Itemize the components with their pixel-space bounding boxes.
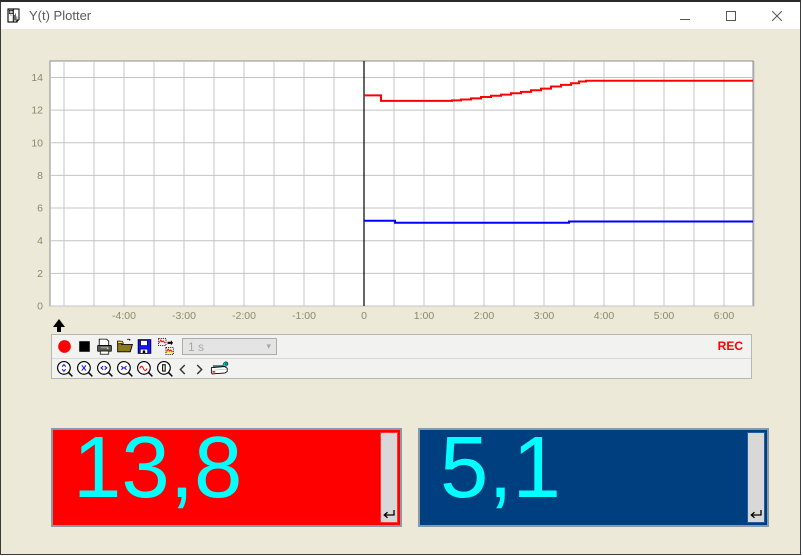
svg-text:-4:00: -4:00 (112, 310, 136, 322)
svg-text:5:00: 5:00 (654, 310, 675, 322)
svg-text:12: 12 (31, 105, 43, 117)
svg-text:-3:00: -3:00 (172, 310, 196, 322)
svg-text:1:00: 1:00 (414, 310, 435, 322)
svg-text:-2:00: -2:00 (232, 310, 256, 322)
svg-text:-1:00: -1:00 (292, 310, 316, 322)
svg-text:4:00: 4:00 (594, 310, 615, 322)
svg-text:0: 0 (37, 301, 43, 313)
svg-text:2:00: 2:00 (474, 310, 495, 322)
svg-text:4: 4 (37, 235, 43, 247)
svg-text:6: 6 (37, 203, 43, 215)
svg-text:C: C (10, 12, 12, 16)
svg-text:3:00: 3:00 (534, 310, 555, 322)
svg-text:6:00: 6:00 (714, 310, 735, 322)
svg-text:0: 0 (361, 310, 367, 322)
svg-text:10: 10 (31, 137, 43, 149)
svg-text:14: 14 (31, 72, 43, 84)
svg-text:2: 2 (37, 268, 43, 280)
svg-text:8: 8 (37, 170, 43, 182)
